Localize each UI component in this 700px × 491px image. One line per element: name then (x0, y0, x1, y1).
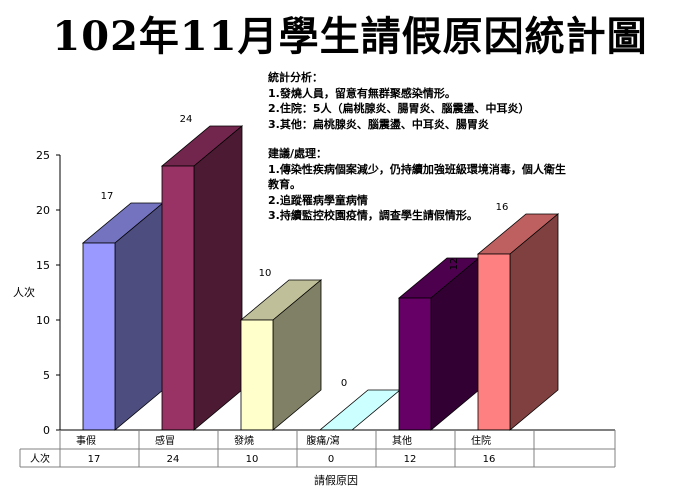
data-label-4: 12 (449, 258, 460, 271)
data-label-3: 0 (341, 378, 347, 389)
analysis-line-1: 1.發燒人員，留意有無群聚感染情形。 (268, 86, 456, 100)
table-value-0: 17 (88, 454, 101, 465)
data-label-5: 16 (496, 202, 509, 213)
table-series-label: 人次 (30, 452, 50, 465)
table-value-1: 24 (167, 454, 180, 465)
bar-front-1 (161, 165, 195, 431)
category-label-0: 事假 (76, 434, 96, 447)
y-tick-label: 25 (36, 149, 50, 162)
data-label-0: 17 (101, 191, 114, 202)
suggestion-line-3: 3.持續監控校園疫情，調查學生請假情形。 (268, 209, 478, 222)
category-label-5: 住院 (471, 434, 491, 447)
table-value-5: 16 (483, 454, 496, 465)
y-axis-label: 人次 (13, 285, 35, 299)
bar-flat-3 (318, 389, 402, 431)
suggestion-heading: 建議/處理： (268, 147, 328, 160)
bar-front-0 (82, 242, 116, 431)
x-axis-label: 請假原因 (314, 473, 358, 487)
y-tick-label: 0 (43, 424, 50, 437)
notes-box: 統計分析： 1.發燒人員，留意有無群聚感染情形。 2.住院：5人（扁桃腺炎、腸胃… (268, 70, 568, 224)
y-tick-label: 15 (36, 259, 50, 272)
bar-front-5 (477, 253, 511, 431)
y-tick-label: 10 (36, 314, 50, 327)
bar-front-2 (240, 319, 274, 431)
suggestion-line-2: 2.追蹤罹病學童病情 (268, 193, 368, 207)
data-label-1: 24 (180, 114, 193, 125)
table-value-3: 0 (328, 454, 334, 465)
analysis-line-2: 2.住院：5人（扁桃腺炎、腸胃炎、腦震盪、中耳炎） (268, 102, 530, 115)
category-label-4: 其他 (392, 434, 412, 447)
category-label-1: 感冒 (155, 434, 175, 447)
table-value-2: 10 (246, 454, 259, 465)
bar-front-4 (398, 297, 432, 431)
category-label-3: 腹痛/瀉 (306, 434, 339, 447)
suggestion-line-1: 1.傳染性疾病個案減少，仍持續加強班級環境消毒，個人衛生教育。 (268, 162, 566, 192)
analysis-line-3: 3.其他：扁桃腺炎、腦震盪、中耳炎、腸胃炎 (268, 117, 489, 131)
bar-side-0 (114, 202, 164, 431)
category-label-2: 發燒 (234, 434, 254, 447)
table-value-4: 12 (404, 454, 417, 465)
analysis-heading: 統計分析： (268, 71, 323, 84)
data-label-2: 10 (259, 268, 272, 279)
bar-side-1 (193, 125, 243, 431)
y-tick-label: 5 (43, 369, 50, 382)
chart-title: 102年11月學生請假原因統計圖 (52, 13, 648, 60)
y-tick-label: 20 (36, 204, 50, 217)
